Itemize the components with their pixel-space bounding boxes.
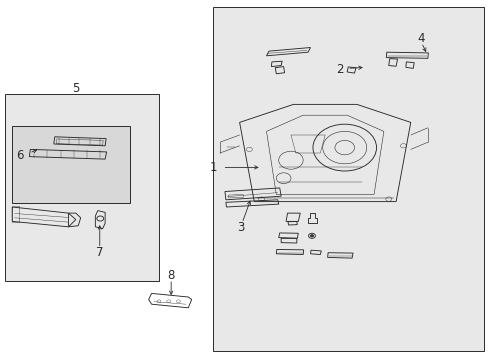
Text: 4: 4 (417, 32, 425, 45)
Text: 8: 8 (167, 269, 175, 282)
Text: 6: 6 (16, 149, 24, 162)
Text: 7: 7 (96, 246, 103, 259)
Bar (5, 94, 159, 281)
Text: 5: 5 (72, 82, 80, 95)
Bar (212, 7, 483, 351)
Circle shape (310, 235, 313, 237)
Text: 1: 1 (209, 161, 217, 174)
Bar (12, 126, 129, 203)
Text: 2: 2 (336, 63, 344, 76)
Text: 3: 3 (236, 221, 244, 234)
